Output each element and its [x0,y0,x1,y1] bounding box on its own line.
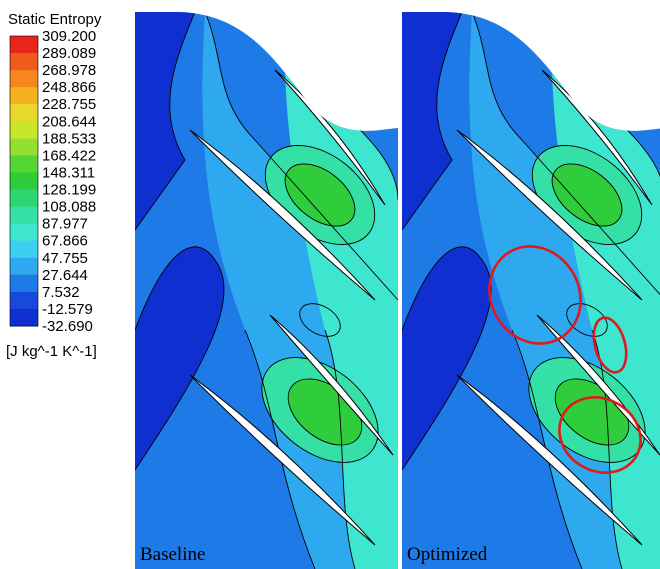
color-swatch [10,121,38,139]
legend-tick-label: 168.422 [42,147,96,164]
legend-tick-label: 108.088 [42,199,96,216]
color-swatch [10,104,38,122]
color-swatch [10,70,38,88]
baseline-panel: Baseline [135,0,398,569]
color-bar: 309.200289.089268.978248.866228.755208.6… [9,28,96,335]
legend-tick-label: 27.644 [42,267,88,284]
legend-tick-label: 268.978 [42,62,96,79]
legend-tick-label: 289.089 [42,45,96,62]
color-swatch [10,240,38,259]
legend-tick-label: 228.755 [42,96,96,113]
panel-label: Baseline [140,544,205,565]
contour-field [135,0,398,569]
legend-unit: [J kg^-1 K^-1] [6,343,97,360]
legend-tick-label: -12.579 [42,301,93,318]
color-swatch [10,206,38,225]
highlight-ellipse [592,316,628,374]
color-swatch [10,138,38,156]
legend-tick-label: 47.755 [42,250,88,267]
legend-tick-label: 7.532 [42,284,80,301]
color-swatch [10,189,38,208]
highlight-ellipse [488,245,582,345]
color-swatch [10,87,38,105]
contour-field [402,0,660,569]
legend-tick-label: -32.690 [42,318,93,335]
legend-tick-label: 309.200 [42,28,96,45]
color-swatch [10,155,38,173]
color-swatch [10,291,38,310]
color-swatch [10,36,38,54]
color-swatch [10,223,38,242]
legend-tick-label: 248.866 [42,79,96,96]
color-swatch [10,274,38,293]
color-swatch [10,308,38,327]
optimized-panel: Optimized [402,0,660,569]
legend-tick-label: 67.866 [42,233,88,250]
legend-title: Static Entropy [8,11,102,28]
color-swatch [10,53,38,71]
color-bar-frame [9,35,39,327]
color-swatch [10,257,38,276]
legend-tick-label: 148.311 [42,164,95,181]
legend-tick-label: 87.977 [42,216,88,233]
legend-tick-label: 208.644 [42,113,96,130]
legend: Static Entropy 309.200289.089268.978248.… [6,11,102,360]
legend-tick-label: 128.199 [42,182,96,199]
panel-label: Optimized [407,544,488,565]
color-swatch [10,172,38,191]
legend-tick-label: 188.533 [42,130,96,147]
highlight-ellipse [558,396,642,474]
